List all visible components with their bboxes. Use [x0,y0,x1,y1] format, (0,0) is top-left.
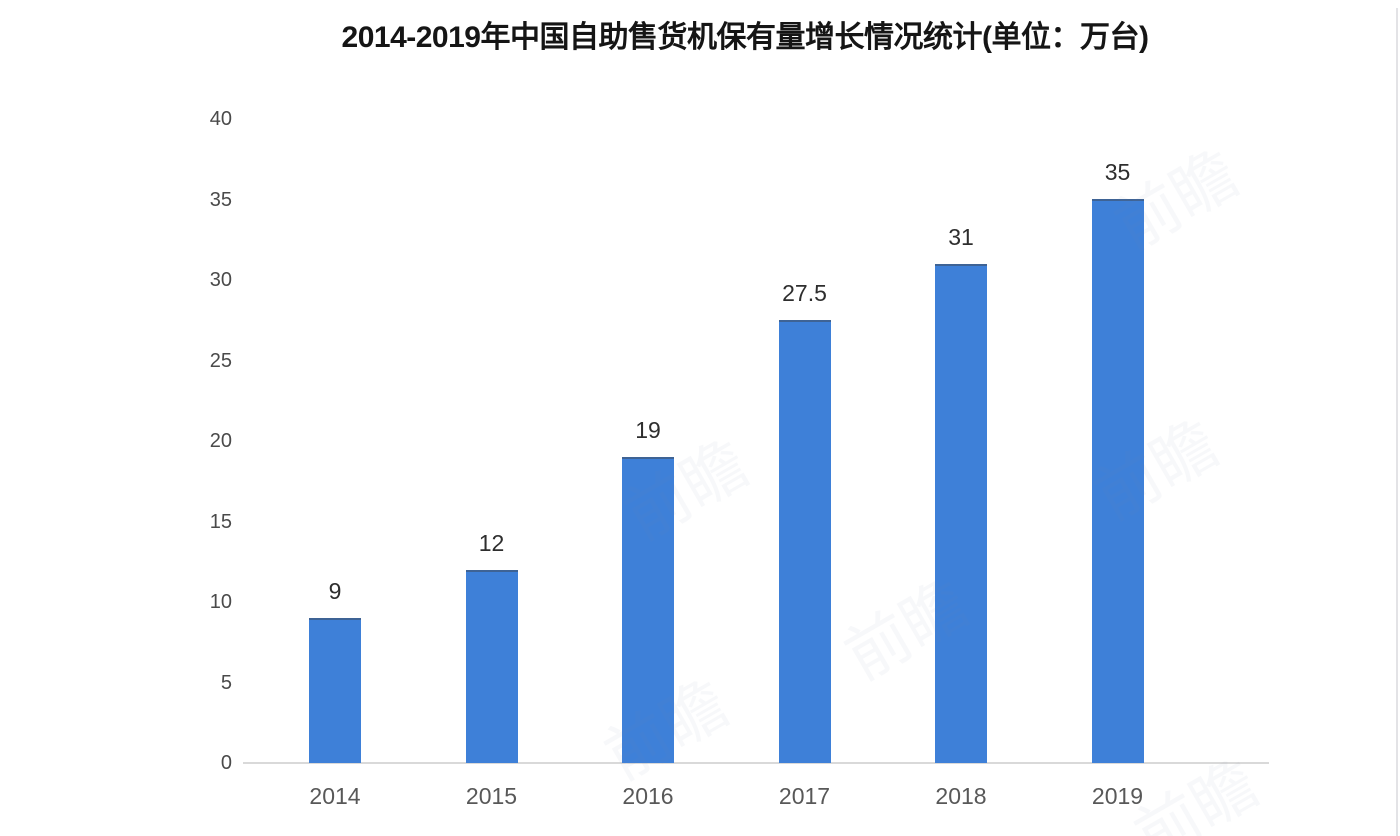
y-tick-label-10: 10 [209,591,232,613]
bar-2016 [622,457,674,763]
bar-2017 [778,320,831,763]
y-tick-label-20: 20 [209,430,232,452]
x-tick-label-2017: 2017 [778,783,831,809]
x-axis-line [243,762,1269,764]
x-tick-label-2014: 2014 [309,783,361,809]
image-right-border [1396,8,1398,836]
y-tick-label-0: 0 [220,752,232,774]
bar-value-label-2019: 35 [1104,159,1131,185]
y-tick-label-30: 30 [209,269,232,291]
bar-2019 [1091,199,1144,763]
x-tick-label-2018: 2018 [935,783,987,809]
y-tick-label-5: 5 [220,671,232,694]
x-tick-label-2015: 2015 [465,783,518,809]
x-tick-label-2019: 2019 [1091,783,1144,809]
y-tick-label-15: 15 [209,510,232,533]
y-axis: 0 5 10 15 20 25 30 35 40 [160,0,232,836]
x-tick-label-2016: 2016 [622,783,674,809]
bar-value-label-2018: 31 [948,224,974,250]
y-tick-label-40: 40 [209,108,232,130]
chart-title: 2014-2019年中国自助售货机保有量增长情况统计(单位：万台) [341,21,1149,54]
bar-2015 [465,570,518,763]
y-tick-label-35: 35 [209,188,232,211]
bar-2018 [935,264,987,763]
bar-value-label-2014: 9 [328,578,342,604]
y-tick-label-25: 25 [209,349,232,372]
bar-value-label-2016: 19 [635,417,661,443]
bar-value-label-2017: 27.5 [782,280,827,306]
bar-value-label-2015: 12 [478,530,505,556]
bar-2014 [309,618,361,763]
